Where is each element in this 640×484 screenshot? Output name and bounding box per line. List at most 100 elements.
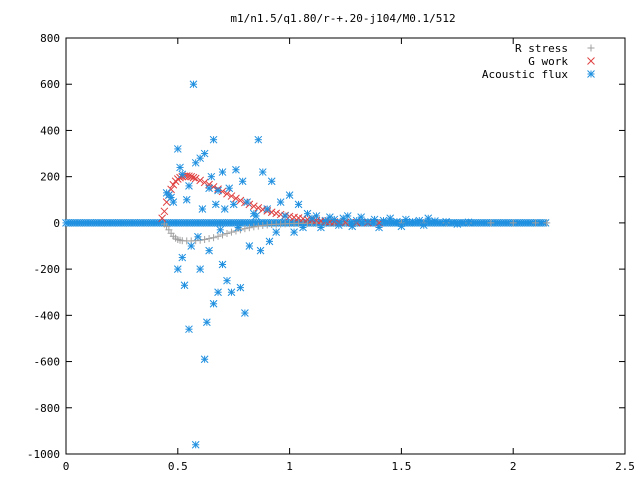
acoustic-flux-point	[178, 170, 187, 179]
acoustic-flux-point	[214, 186, 222, 195]
legend-label: R stress	[515, 42, 568, 55]
y-tick-label: 600	[40, 78, 60, 91]
g-work-point	[272, 209, 281, 218]
acoustic-flux-point	[173, 265, 182, 273]
acoustic-flux-point	[276, 198, 285, 206]
acoustic-flux-point	[431, 217, 439, 225]
acoustic-flux-point	[191, 440, 200, 449]
acoustic-flux-point	[203, 318, 211, 327]
acoustic-flux-point	[185, 325, 193, 334]
y-tick-label: 200	[40, 171, 60, 184]
g-work-point	[218, 187, 227, 196]
acoustic-flux-point	[343, 212, 352, 220]
r-stress-point	[241, 225, 249, 233]
g-work-point	[185, 172, 193, 181]
acoustic-flux-point	[218, 260, 227, 269]
g-work-point	[236, 196, 245, 205]
acoustic-flux-point	[223, 276, 231, 285]
r-stress-point	[254, 222, 262, 230]
acoustic-flux-point	[209, 299, 218, 308]
acoustic-flux-point	[187, 242, 196, 250]
acoustic-flux-point	[272, 228, 281, 236]
acoustic-flux-point	[243, 198, 251, 206]
acoustic-flux-point	[265, 237, 274, 246]
acoustic-flux-point	[198, 205, 207, 213]
acoustic-flux-point	[285, 191, 294, 200]
acoustic-flux-point	[453, 220, 462, 228]
acoustic-flux-point	[169, 198, 178, 206]
r-stress-point	[210, 234, 218, 242]
g-work-point	[227, 192, 236, 200]
acoustic-flux-point	[364, 217, 372, 226]
g-work-point	[189, 173, 198, 182]
g-work-point	[158, 214, 167, 223]
acoustic-flux-point	[348, 222, 357, 231]
x-tick-label: 1.5	[391, 460, 411, 473]
x-tick-label: 2	[510, 460, 517, 473]
y-axis: -1000 -800 -600 -400 -200 0 200 400 600 800	[27, 32, 625, 461]
g-work-point	[254, 204, 263, 212]
g-work-point	[169, 180, 178, 189]
y-tick-label: 0	[53, 217, 60, 230]
legend-label: Acoustic flux	[482, 68, 568, 81]
acoustic-flux-point	[464, 218, 473, 227]
r-stress-point	[509, 219, 517, 227]
acoustic-flux-point	[442, 217, 450, 226]
acoustic-flux-point	[258, 168, 267, 176]
x-axis: 0 0.5 1 1.5 2 2.5	[63, 38, 635, 473]
y-tick-label: 800	[40, 32, 60, 45]
acoustic-flux-point	[216, 225, 225, 234]
g-work-point	[267, 208, 276, 217]
acoustic-flux-point	[176, 163, 184, 172]
y-tick-label: -200	[34, 263, 61, 276]
acoustic-flux-point	[252, 212, 260, 220]
acoustic-flux-point	[214, 288, 222, 297]
acoustic-flux-point	[205, 246, 213, 255]
acoustic-flux-point	[229, 200, 238, 209]
acoustic-flux-point	[357, 213, 366, 221]
acoustic-flux-point	[408, 217, 417, 226]
r-stress-point	[543, 219, 551, 227]
acoustic-flux-point	[397, 222, 406, 231]
g-work-point	[276, 210, 285, 219]
r-stress-point	[214, 232, 222, 240]
acoustic-flux-point	[281, 212, 289, 220]
x-tick-label: 2.5	[615, 460, 635, 473]
acoustic-flux-point	[330, 215, 339, 224]
r-stress-point	[227, 228, 235, 236]
acoustic-flux-point	[424, 214, 433, 223]
r-stress-point	[250, 223, 258, 231]
g-work-point	[200, 178, 209, 187]
g-work-point	[205, 180, 213, 189]
acoustic-flux-point	[334, 221, 343, 230]
acoustic-flux-point	[205, 184, 213, 193]
acoustic-flux-point	[236, 283, 245, 292]
legend-marker	[587, 44, 595, 52]
legend-marker	[587, 70, 595, 78]
acoustic-flux-point	[256, 246, 265, 255]
acoustic-flux-point	[263, 205, 272, 213]
acoustic-flux-point	[220, 205, 229, 213]
r-stress-point	[223, 230, 231, 238]
acoustic-flux-point	[419, 221, 428, 230]
y-tick-label: 400	[40, 124, 60, 137]
y-tick-label: -800	[34, 402, 61, 415]
acoustic-flux-point	[185, 182, 193, 190]
acoustic-flux-point	[227, 288, 236, 297]
acoustic-flux-point	[299, 223, 307, 232]
g-work-point	[232, 194, 240, 203]
acoustic-flux-point	[375, 223, 383, 232]
x-tick-label: 0	[63, 460, 70, 473]
acoustic-flux-point	[415, 216, 424, 225]
acoustic-flux-point	[234, 223, 243, 232]
acoustic-flux-point	[232, 165, 240, 174]
acoustic-flux-point	[218, 168, 227, 176]
acoustic-flux-point	[225, 184, 234, 193]
x-tick-label: 0.5	[168, 460, 188, 473]
acoustic-flux-point	[194, 232, 202, 241]
plot-frame	[65, 37, 626, 455]
acoustic-flux-point	[200, 149, 209, 158]
y-tick-label: -400	[34, 309, 61, 322]
acoustic-flux-point	[182, 195, 191, 204]
y-tick-label: -1000	[27, 448, 60, 461]
